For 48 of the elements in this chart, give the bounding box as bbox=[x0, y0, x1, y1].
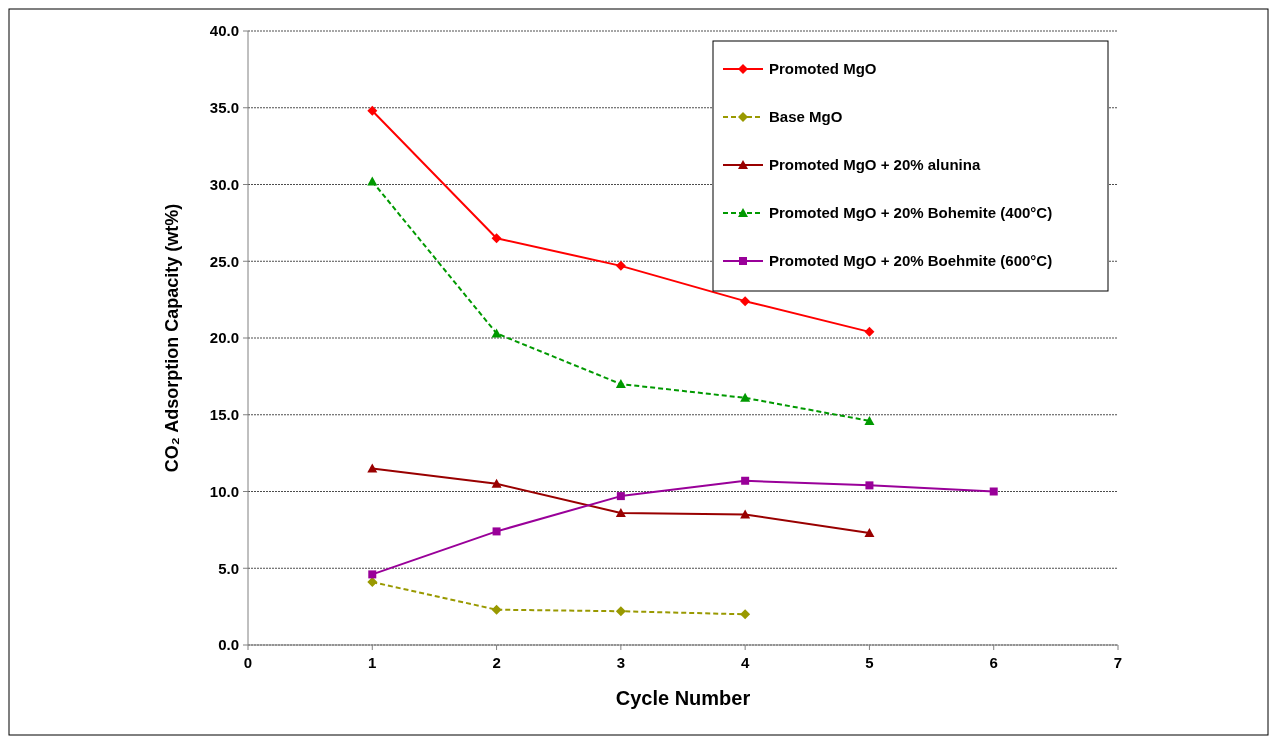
x-tick-label: 5 bbox=[865, 654, 874, 671]
point bbox=[491, 478, 502, 488]
point bbox=[740, 392, 751, 402]
point bbox=[368, 570, 377, 579]
point bbox=[615, 606, 626, 617]
point bbox=[615, 260, 626, 271]
y-tick-label: 20.0 bbox=[209, 329, 239, 347]
point bbox=[492, 527, 501, 536]
legend-label: Promoted MgO bbox=[769, 60, 877, 78]
point bbox=[367, 463, 378, 473]
point bbox=[740, 296, 751, 307]
x-axis-title: Cycle Number bbox=[615, 687, 751, 709]
x-tick-label: 7 bbox=[1113, 654, 1123, 671]
point bbox=[740, 609, 751, 620]
point bbox=[615, 379, 626, 389]
point bbox=[864, 527, 875, 537]
point bbox=[367, 577, 378, 588]
x-tick-label: 1 bbox=[368, 654, 377, 671]
y-tick-label: 0.0 bbox=[218, 636, 239, 654]
legend-label: Promoted MgO + 20% Bohemite (400°C) bbox=[769, 204, 1053, 222]
point bbox=[989, 487, 998, 496]
y-tick-label: 15.0 bbox=[209, 406, 239, 423]
point bbox=[864, 326, 875, 337]
point bbox=[367, 105, 378, 116]
point bbox=[740, 509, 751, 519]
point bbox=[741, 476, 750, 485]
x-tick-label: 6 bbox=[989, 654, 998, 671]
point bbox=[491, 604, 502, 615]
legend-label: Promoted MgO + 20% alunina bbox=[769, 156, 981, 174]
legend-label: Base MgO bbox=[769, 108, 843, 126]
point bbox=[865, 481, 874, 490]
x-tick-label: 2 bbox=[492, 654, 501, 671]
x-tick-label: 4 bbox=[740, 654, 750, 671]
y-tick-label: 25.0 bbox=[209, 252, 239, 270]
y-tick-label: 30.0 bbox=[209, 175, 239, 193]
y-axis-title: CO₂ Adsorption Capacity (wt%) bbox=[162, 203, 182, 473]
point bbox=[491, 233, 502, 244]
y-tick-label: 35.0 bbox=[209, 99, 239, 116]
x-tick-label: 3 bbox=[616, 654, 626, 671]
point bbox=[616, 492, 625, 501]
y-tick-label: 10.0 bbox=[209, 482, 239, 500]
point bbox=[864, 415, 875, 425]
point bbox=[367, 176, 378, 186]
point bbox=[615, 507, 626, 517]
x-tick-label: 0 bbox=[243, 654, 253, 671]
legend-label: Promoted MgO + 20% Boehmite (600°C) bbox=[769, 252, 1053, 270]
y-tick-label: 5.0 bbox=[218, 559, 239, 577]
y-tick-label: 40.0 bbox=[209, 22, 239, 40]
